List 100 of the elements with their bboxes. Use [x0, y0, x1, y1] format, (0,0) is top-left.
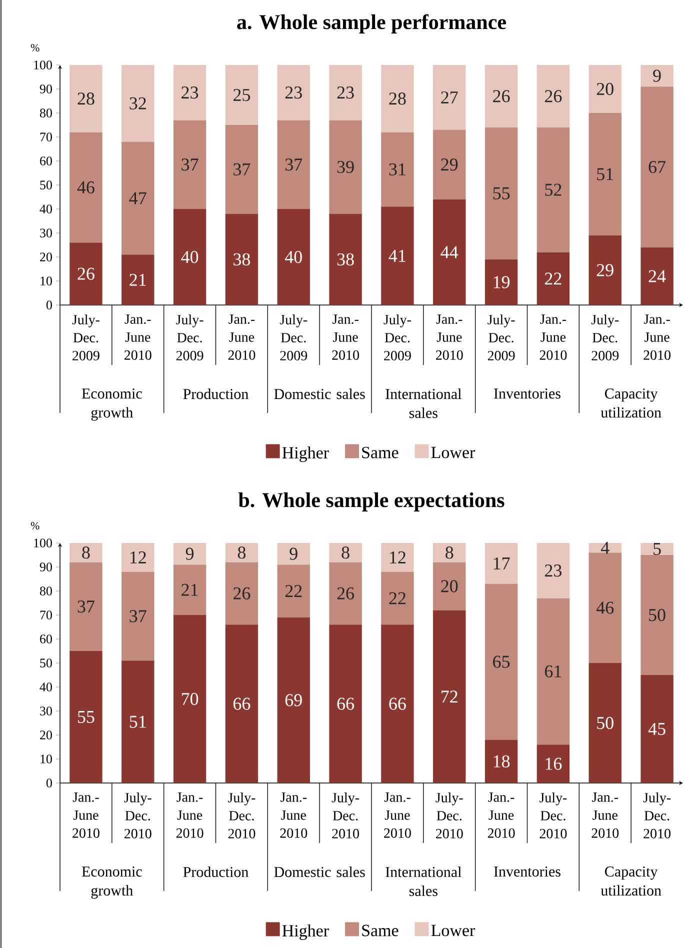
x-tick-label: Jan.-June 2010 — [176, 792, 204, 838]
text: Capacity utilization — [600, 388, 662, 418]
data-label: 55 — [78, 711, 94, 723]
x-tick-label: Jan.-June 2010 — [280, 792, 308, 838]
bar — [640, 247, 674, 305]
bar — [225, 65, 258, 125]
x-tick-label: July-Dec. 2009 — [72, 314, 100, 360]
data-label: 52 — [545, 184, 562, 196]
data-label: 9 — [186, 548, 194, 560]
bar — [173, 614, 206, 783]
data-label: 12 — [390, 551, 406, 564]
y-axis-title: % — [30, 44, 40, 52]
y-tick-label: 30 — [40, 706, 52, 716]
data-label: 16 — [546, 758, 562, 770]
x-tick-label: July-Dec. 2010 — [540, 792, 567, 838]
x-tick-label: July-Dec. 2010 — [332, 792, 360, 838]
y-tick-label: 100 — [34, 538, 52, 548]
data-label: 28 — [389, 92, 406, 105]
legend-label: Higher — [282, 924, 329, 940]
bar — [173, 120, 206, 209]
data-label: 72 — [442, 690, 458, 703]
bar — [277, 209, 310, 305]
data-label: 12 — [130, 551, 146, 564]
bar — [484, 127, 518, 260]
x-tick-label: Jan.-June 2010 — [644, 314, 670, 360]
bar — [381, 206, 414, 305]
data-label: 9 — [653, 70, 661, 82]
data-label: 9 — [290, 548, 298, 560]
bar — [329, 562, 362, 625]
bar — [225, 543, 258, 562]
x-tick-label: July-Dec. 2010 — [228, 792, 256, 838]
bar — [484, 543, 518, 584]
data-label: 40 — [181, 250, 198, 264]
data-label: 38 — [337, 253, 354, 266]
bar — [225, 562, 258, 625]
data-label: 21 — [130, 274, 146, 286]
bar — [122, 65, 154, 142]
bar — [122, 254, 154, 305]
x-tick-label: July-Dec. 2010 — [643, 792, 671, 838]
data-label: 23 — [182, 86, 198, 99]
legend-label: Higher — [282, 446, 329, 462]
data-label: 66 — [337, 698, 354, 710]
bar — [433, 610, 466, 783]
y-tick-label: 10 — [40, 754, 52, 764]
bar — [225, 624, 258, 783]
data-label: 46 — [77, 181, 94, 194]
bar — [329, 120, 362, 214]
data-label: 24 — [648, 270, 666, 282]
bar — [433, 543, 466, 562]
bar — [381, 132, 414, 207]
bar — [640, 65, 674, 87]
text: Economic growth — [82, 388, 142, 421]
data-label: 23 — [285, 86, 302, 99]
data-label: 20 — [441, 580, 458, 592]
bar — [536, 127, 570, 252]
x-tick-label: Jan.-June 2010 — [332, 314, 359, 360]
bar — [329, 214, 362, 305]
y-tick-label: 0 — [46, 778, 52, 788]
x-tick-label: July-Dec. 2009 — [591, 314, 619, 360]
data-label: 23 — [337, 86, 354, 99]
data-label: 50 — [597, 716, 614, 730]
data-label: 20 — [596, 82, 614, 96]
data-label: 22 — [285, 585, 302, 597]
data-label: 47 — [129, 192, 146, 204]
chart-title: b. Whole sample expectations — [238, 492, 504, 512]
data-label: 26 — [337, 587, 354, 600]
data-label: 26 — [544, 90, 562, 102]
y-tick-label: 60 — [40, 156, 52, 166]
legend-label: Same — [362, 446, 398, 458]
y-tick-label: 0 — [46, 300, 52, 310]
text: Domestic sales — [274, 388, 365, 400]
x-tick-label: Jan.-June 2010 — [72, 792, 100, 838]
data-label: 8 — [82, 546, 90, 559]
y-tick-label: 80 — [40, 586, 52, 596]
bar — [122, 543, 154, 572]
x-tick-label: Jan.-June 2010 — [436, 314, 463, 360]
bar — [433, 130, 466, 200]
data-label: 46 — [596, 602, 614, 614]
y-tick-label: 10 — [40, 276, 52, 286]
x-tick-label: Jan.-June 2010 — [228, 314, 256, 360]
legend-label: Lower — [431, 924, 476, 936]
y-tick-label: 50 — [40, 658, 52, 668]
data-label: 44 — [440, 246, 458, 258]
bar — [640, 554, 674, 675]
y-tick-label: 90 — [40, 562, 52, 572]
y-axis-title: % — [30, 522, 40, 530]
bar — [329, 543, 362, 562]
data-label: 26 — [493, 90, 510, 102]
data-label: 32 — [130, 97, 146, 110]
x-tick-label: July-Dec. 2010 — [124, 792, 152, 838]
data-label: 26 — [78, 268, 94, 280]
data-label: 8 — [446, 546, 454, 559]
data-label: 21 — [182, 584, 198, 596]
legend-label: Lower — [431, 446, 476, 458]
data-label: 4 — [600, 542, 610, 554]
data-label: 22 — [389, 592, 406, 604]
bar — [381, 543, 414, 572]
x-tick-label: July-Dec. 2009 — [488, 314, 515, 360]
x-tick-label: Jan.-June 2010 — [384, 792, 411, 838]
data-label: 66 — [389, 698, 406, 710]
